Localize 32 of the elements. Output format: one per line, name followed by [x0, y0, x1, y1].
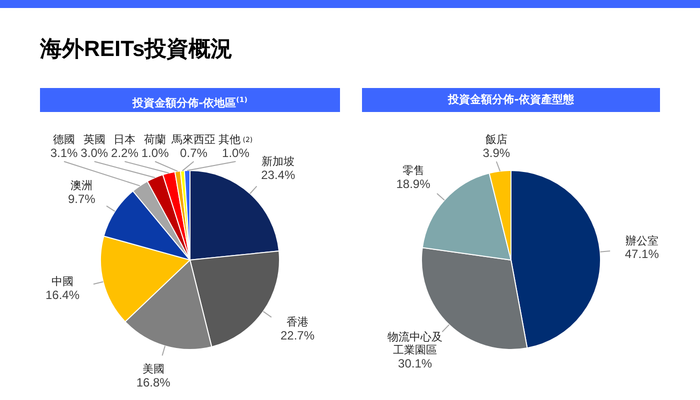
- data-label: 0.7%: [180, 146, 208, 160]
- chart-title: 投資金額分佈-依地區$^{(1)}$: [40, 88, 340, 112]
- slice-label: 新加坡: [262, 154, 295, 168]
- slice-label: 日本: [114, 132, 136, 146]
- data-label: 9.7%: [68, 192, 96, 206]
- slice-label: 澳洲: [70, 179, 93, 192]
- slice-label: 美國: [142, 362, 164, 376]
- slice-label: 飯店: [485, 132, 508, 146]
- slice-label: 中國: [52, 274, 74, 288]
- slice-label: 辦公室: [625, 234, 658, 248]
- slice-label: 德國: [53, 132, 76, 146]
- data-label: 23.4%: [261, 168, 296, 182]
- data-label: 18.9%: [396, 176, 431, 191]
- chart-title: 投資金額分佈-依資產型態: [362, 88, 660, 112]
- slice-label: 馬來西亞: [170, 132, 216, 146]
- data-label: 47.1%: [624, 247, 660, 262]
- data-label: 22.7%: [280, 328, 315, 342]
- data-label: 16.8%: [136, 375, 171, 390]
- data-label: 1.0%: [222, 146, 250, 160]
- text: 海外REITs投資概況: [40, 35, 233, 63]
- slice-label: 英國: [83, 132, 106, 146]
- data-label: 16.4%: [46, 288, 80, 302]
- data-label: 30.1%: [398, 356, 432, 371]
- slice-label: 香港: [286, 315, 309, 328]
- slice-label: 荷蘭: [144, 132, 166, 146]
- slice-label: 物流中心及工業園區: [388, 330, 443, 357]
- slice-label: 零售: [402, 164, 424, 177]
- data-label: 2.2%: [111, 146, 139, 160]
- data-label: 3.0%: [80, 146, 108, 160]
- data-label: 1.0%: [141, 146, 170, 160]
- data-label: 3.1%: [50, 146, 78, 160]
- data-label: 3.9%: [482, 146, 510, 160]
